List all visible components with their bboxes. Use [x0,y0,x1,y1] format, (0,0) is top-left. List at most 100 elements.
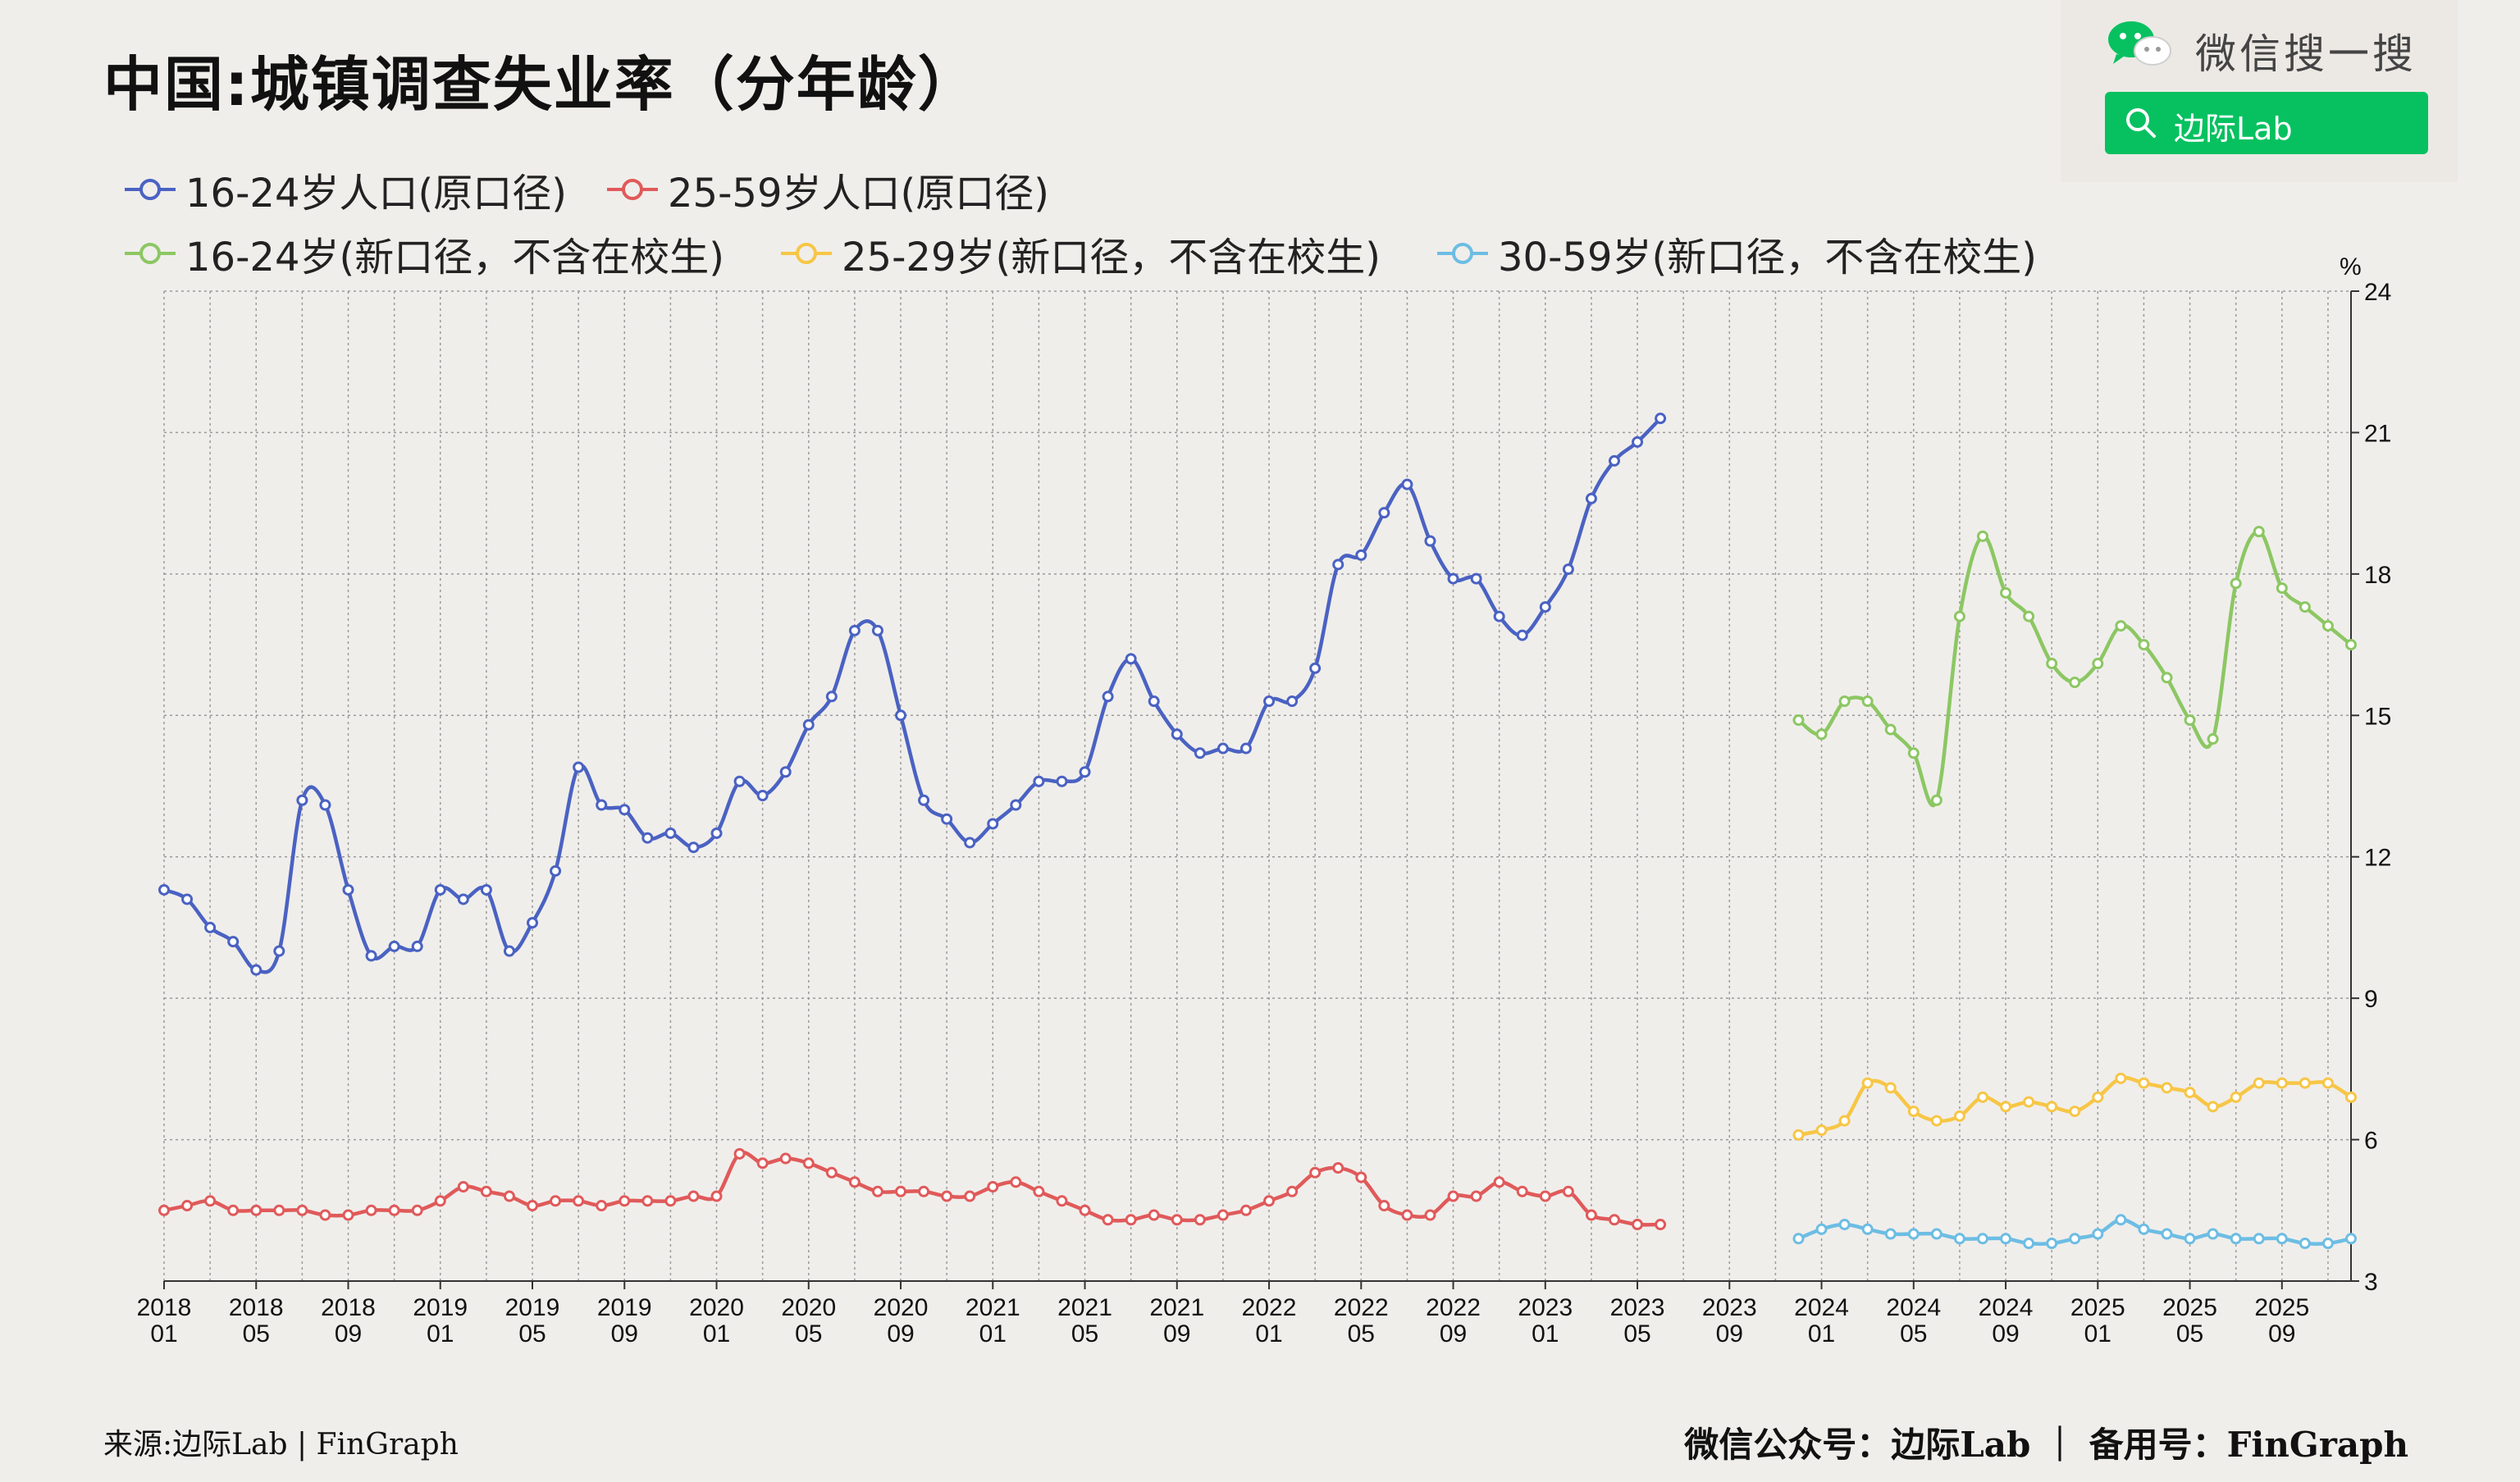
data-point [1401,478,1413,490]
legend-label: 16-24岁人口(原口径) [185,171,567,217]
data-point [1171,1214,1183,1226]
data-point [1976,1091,1988,1103]
data-point [733,775,746,787]
data-point [2161,1082,2173,1094]
x-tick-label-year: 2025 [2162,1294,2217,1321]
data-point [1539,601,1551,613]
data-point [1102,691,1114,703]
x-tick-label-month: 01 [2084,1320,2111,1347]
data-point [756,1157,769,1170]
legend-item-16-24-new[interactable]: 16-24岁(新口径，不含在校生) [123,225,724,282]
legend-marker [125,243,176,264]
x-tick-label-year: 2022 [1334,1294,1389,1321]
data-point [779,1152,792,1165]
x-tick-label-year: 2020 [689,1294,744,1321]
x-tick-label-year: 2024 [1794,1294,1849,1321]
x-tick-label-year: 2024 [1979,1294,2034,1321]
data-point [1102,1214,1114,1226]
data-point [1539,1190,1551,1202]
data-point [802,1157,815,1170]
legend-item-25-29-new[interactable]: 25-29岁(新口径，不含在校生) [779,225,1381,282]
data-point [1217,742,1229,755]
data-point [2069,1233,2081,1245]
x-tick-label-year: 2025 [2254,1294,2309,1321]
data-point [2184,1087,2196,1099]
data-point [848,1176,861,1188]
data-point [227,936,240,948]
data-point [2046,1101,2058,1113]
x-tick-label-month: 01 [703,1320,730,1347]
data-point [1516,1185,1528,1197]
data-point [895,709,907,722]
data-point [1355,1171,1367,1183]
data-point [2253,1233,2265,1245]
legend-item-16-24-old[interactable]: 16-24岁人口(原口径) [123,161,567,218]
x-tick-label-month: 05 [1071,1320,1098,1347]
series-1 [158,413,1667,976]
legend-item-25-59-old[interactable]: 25-59岁人口(原口径) [605,161,1049,218]
y-tick-label: 15 [2364,703,2391,730]
legend-item-30-59-new[interactable]: 30-59岁(新口径，不含在校生) [1436,225,2037,282]
x-tick-label-month: 05 [1348,1320,1375,1347]
data-point [1332,1162,1344,1174]
legend-label: 30-59岁(新口径，不含在校生) [1498,235,2037,280]
data-point [2115,620,2127,632]
data-point [388,940,400,952]
data-point [365,1204,377,1216]
data-point [2138,1077,2150,1089]
wechat-logo-icon [2108,21,2171,66]
data-point [918,1185,930,1197]
wechat-search-text: 微信搜一搜 [2195,30,2417,78]
wechat-search-button[interactable]: 边际Lab [2105,92,2428,154]
data-point [2321,620,2334,632]
y-tick-label: 3 [2364,1269,2378,1296]
data-point [1056,775,1068,787]
data-point [227,1204,240,1216]
data-point [2138,639,2150,651]
data-point [1470,572,1482,585]
data-point [1010,1176,1022,1188]
data-point [2161,672,2173,684]
data-point [2115,1072,2127,1084]
data-point [2345,1233,2357,1245]
data-point [1263,695,1276,708]
data-point [250,964,262,976]
x-tick-label-year: 2019 [505,1294,560,1321]
data-point [1930,1115,1942,1127]
series-4 [1792,1072,2357,1141]
data-point [411,940,423,952]
data-point [296,1204,308,1216]
data-point [2345,1091,2357,1103]
data-point [1056,1195,1068,1207]
data-point [1424,535,1436,547]
data-point [1861,1077,1874,1089]
data-point [365,950,377,962]
data-point [2207,733,2219,746]
x-tick-label-month: 01 [427,1320,454,1347]
data-point [1355,549,1367,561]
x-tick-label-month: 09 [335,1320,362,1347]
data-point [1493,1176,1505,1188]
data-point [2230,1091,2242,1103]
series-line [163,417,1662,974]
data-point [181,893,194,905]
data-point [1079,766,1091,778]
data-point [1815,728,1828,741]
data-point [802,718,815,731]
data-point [1953,1233,1965,1245]
data-point [457,893,469,905]
legend-marker [125,179,176,200]
data-point [2046,1238,2058,1250]
data-point [434,883,446,896]
data-point [2299,1077,2311,1089]
series-line [1797,529,2353,808]
data-point [573,761,585,773]
data-point [1470,1190,1482,1202]
data-point [1884,723,1897,736]
data-point [204,921,217,933]
data-point [1608,454,1620,467]
y-tick-label: 21 [2364,420,2391,447]
series-2 [158,1147,1667,1231]
data-point [1309,1166,1322,1179]
data-point [2023,1238,2035,1250]
